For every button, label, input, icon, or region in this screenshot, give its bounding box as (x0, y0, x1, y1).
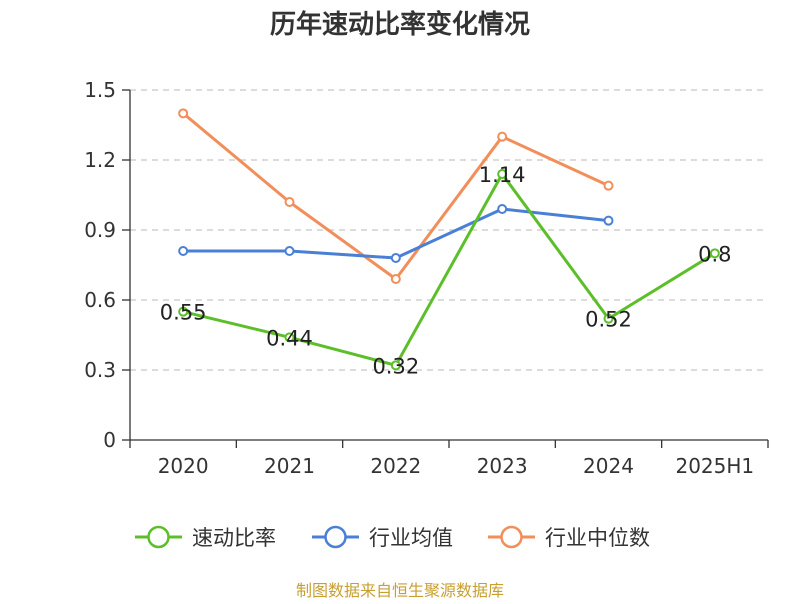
data-point[interactable] (390, 360, 401, 371)
y-tick-label: 0.9 (84, 218, 116, 242)
x-tick-label: 2023 (477, 454, 528, 478)
x-tick-label: 2020 (158, 454, 209, 478)
axes: 0 0.3 0.6 0.9 1.2 1.5 2020 2021 2022 2023 2024 2025… (84, 78, 769, 478)
data-point[interactable] (497, 169, 508, 179)
legend-item[interactable]: 速动比率 (135, 525, 276, 550)
data-label: 0.52 (585, 308, 632, 332)
y-tick-label: 1.2 (84, 148, 116, 172)
legend-marker (324, 525, 347, 549)
data-label: 0.8 (698, 242, 731, 266)
data-point[interactable] (390, 274, 401, 284)
data-point[interactable] (603, 215, 614, 226)
legend[interactable]: 速动比率 行业均值 行业中位数 (135, 525, 650, 550)
y-tick-label: 0.6 (84, 288, 116, 312)
x-tick-label: 2021 (264, 454, 315, 478)
legend-item[interactable]: 行业中位数 (488, 525, 650, 550)
data-label: 0.55 (160, 301, 207, 325)
data-point[interactable] (178, 306, 189, 317)
data-label: 0.44 (266, 326, 313, 350)
data-point[interactable] (284, 197, 295, 207)
legend-label: 行业均值 (369, 526, 453, 550)
data-point[interactable] (709, 248, 720, 259)
y-tick-label: 0.3 (84, 358, 116, 382)
data-point[interactable] (178, 246, 189, 256)
y-tick-label: 0 (103, 428, 116, 452)
data-point[interactable] (390, 253, 401, 263)
y-tick-label: 1.5 (84, 78, 116, 102)
x-tick-label: 2024 (583, 454, 634, 478)
data-label: 1.14 (479, 163, 526, 187)
data-point[interactable] (603, 313, 614, 324)
series-layer (178, 108, 720, 371)
data-labels: 0.55 0.44 0.32 1.14 0.52 0.8 (160, 163, 732, 378)
source-note: 制图数据来自恒生聚源数据库 (296, 581, 504, 600)
legend-label: 行业中位数 (545, 526, 650, 550)
data-point[interactable] (284, 332, 295, 343)
series-line (182, 172, 716, 367)
x-tick-label: 2022 (370, 454, 421, 478)
legend-marker (500, 525, 523, 549)
x-tick-label: 2025H1 (675, 454, 754, 478)
legend-item[interactable]: 行业均值 (312, 525, 453, 550)
data-point[interactable] (284, 246, 295, 256)
data-label: 0.32 (372, 354, 419, 378)
grid-lines (130, 89, 768, 371)
chart-title: 历年速动比率变化情况 (270, 9, 530, 40)
legend-marker (147, 525, 170, 549)
data-point[interactable] (603, 180, 614, 191)
data-point[interactable] (497, 131, 508, 142)
legend-label: 速动比率 (192, 526, 276, 550)
data-point[interactable] (178, 108, 189, 119)
data-point[interactable] (497, 204, 508, 214)
